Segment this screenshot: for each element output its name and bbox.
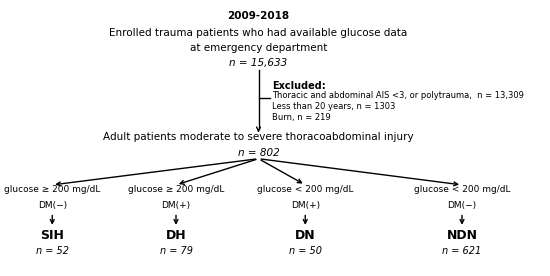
Text: Adult patients moderate to severe thoracoabdominal injury: Adult patients moderate to severe thorac…: [103, 132, 414, 142]
Text: Enrolled trauma patients who had available glucose data: Enrolled trauma patients who had availab…: [109, 28, 408, 38]
Text: glucose < 200 mg/dL: glucose < 200 mg/dL: [257, 185, 354, 195]
Text: DM(+): DM(+): [291, 201, 320, 211]
Text: n = 621: n = 621: [442, 246, 482, 256]
Text: DM(−): DM(−): [448, 201, 476, 211]
Text: SIH: SIH: [40, 229, 64, 242]
Text: Less than 20 years, n = 1303: Less than 20 years, n = 1303: [272, 102, 395, 111]
Text: DN: DN: [295, 229, 316, 242]
Text: Excluded:: Excluded:: [272, 81, 326, 91]
Text: n = 52: n = 52: [36, 246, 69, 256]
Text: glucose ≥ 200 mg/dL: glucose ≥ 200 mg/dL: [4, 185, 101, 195]
Text: Thoracic and abdominal AIS <3, or polytrauma,  n = 13,309: Thoracic and abdominal AIS <3, or polytr…: [272, 91, 524, 100]
Text: 2009-2018: 2009-2018: [228, 11, 289, 21]
Text: NDN: NDN: [447, 229, 477, 242]
Text: n = 15,633: n = 15,633: [229, 58, 288, 68]
Text: n = 50: n = 50: [289, 246, 322, 256]
Text: DH: DH: [166, 229, 186, 242]
Text: glucose ≥ 200 mg/dL: glucose ≥ 200 mg/dL: [128, 185, 224, 195]
Text: Burn, n = 219: Burn, n = 219: [272, 113, 331, 122]
Text: DM(+): DM(+): [162, 201, 190, 211]
Text: n = 79: n = 79: [160, 246, 192, 256]
Text: glucose < 200 mg/dL: glucose < 200 mg/dL: [414, 185, 510, 195]
Text: DM(−): DM(−): [38, 201, 67, 211]
Text: n = 802: n = 802: [238, 148, 279, 158]
Text: at emergency department: at emergency department: [190, 43, 327, 53]
